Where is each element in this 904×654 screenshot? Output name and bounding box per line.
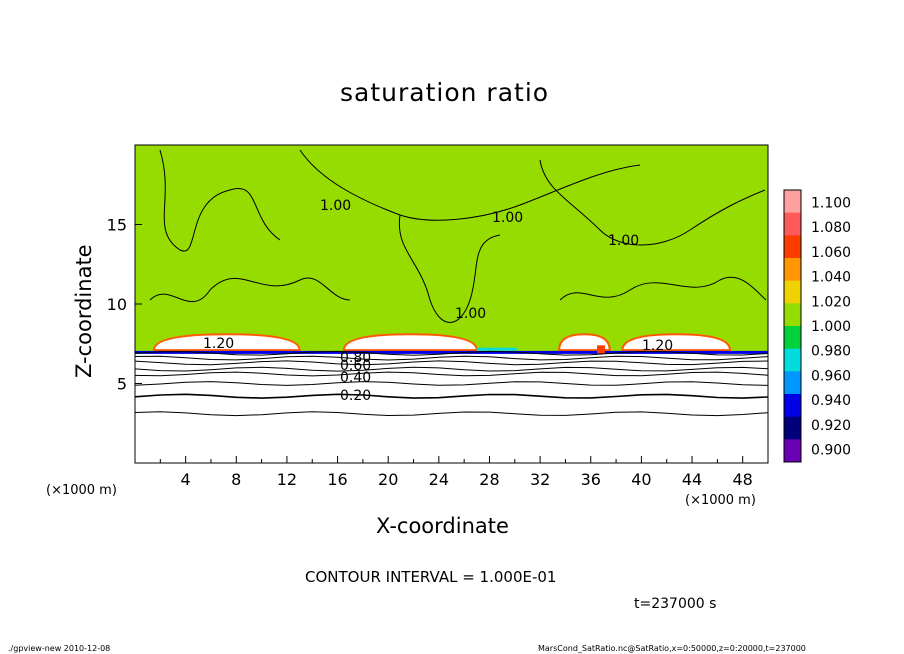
x-tick-label: 36 — [581, 470, 601, 489]
colorbar-label: 1.100 — [811, 195, 851, 211]
contour-line-z3 — [134, 360, 769, 366]
colorbar-swatch — [784, 190, 801, 214]
contour-line-z2 — [134, 355, 769, 361]
colorbar-label: 1.040 — [811, 270, 851, 286]
chart-title: saturation ratio — [340, 78, 550, 107]
y-tick-label: 5 — [117, 375, 127, 394]
contour-label: 1.00 — [320, 198, 351, 214]
wavy-contour-2 — [299, 149, 641, 221]
wavy-contour-6 — [559, 277, 767, 301]
wavy-contour-3 — [398, 214, 501, 323]
z-unit-label: (×1000 m) — [46, 483, 117, 498]
contour-line-z1 — [134, 350, 769, 356]
cloud-region-1 — [152, 333, 301, 352]
contour-label: 1.20 — [203, 336, 234, 352]
colorbar-swatch — [784, 416, 801, 440]
colorbar-swatch — [784, 235, 801, 259]
y-axis-label: Z-coordinate — [72, 244, 96, 378]
colorbar-swatch — [784, 303, 801, 327]
saturation-field — [135, 145, 768, 352]
contour-line-z8 — [134, 411, 769, 417]
colorbar-label: 0.960 — [811, 368, 851, 384]
contour-label: 0.20 — [340, 388, 371, 404]
x-tick-label: 4 — [181, 470, 191, 489]
colorbar-swatch — [784, 394, 801, 418]
contour-label: 1.00 — [455, 306, 486, 322]
colorbar-swatch — [784, 371, 801, 395]
footer-right: MarsCond_SatRatio.nc@SatRatio,x=0:50000,… — [538, 644, 806, 653]
x-tick-label: 24 — [429, 470, 449, 489]
colorbar-swatch — [784, 326, 801, 350]
x-tick-label: 12 — [277, 470, 297, 489]
x-tick-label: 44 — [682, 470, 702, 489]
contour-line-z5 — [134, 371, 769, 377]
wavy-contour-4 — [539, 159, 766, 246]
colorbar-frame — [783, 189, 802, 463]
x-tick-label: 32 — [530, 470, 550, 489]
contour-label: 1.20 — [642, 338, 673, 354]
x-tick-label: 28 — [479, 470, 499, 489]
colorbar-label: 0.900 — [811, 443, 851, 459]
cloud-base-band — [135, 350, 768, 354]
cloud-region-2 — [342, 333, 478, 352]
x-unit-label: (×1000 m) — [685, 493, 756, 508]
contour-label: 0.60 — [340, 358, 371, 374]
colorbar-swatch — [784, 439, 801, 463]
colorbar-swatch — [784, 348, 801, 372]
red-patch — [597, 345, 606, 354]
wavy-contour-1 — [159, 149, 281, 252]
colorbar-swatch — [784, 212, 801, 236]
x-tick-label: 48 — [733, 470, 753, 489]
y-tick-label: 10 — [107, 295, 127, 314]
contour-line-z4 — [134, 366, 769, 372]
cloud-region-4 — [621, 333, 732, 352]
colorbar-label: 0.980 — [811, 344, 851, 360]
footer-left: ./gpview-new 2010-12-08 — [8, 644, 111, 653]
wavy-contour-5 — [149, 277, 351, 303]
contour-line-z7 — [134, 393, 769, 399]
lower-dry-region — [135, 351, 768, 463]
colorbar-swatch — [784, 280, 801, 304]
contour-label: 1.00 — [492, 210, 523, 226]
contour-interval-text: CONTOUR INTERVAL = 1.000E-01 — [305, 568, 557, 586]
contour-label: 0.40 — [340, 370, 371, 386]
x-tick-label: 8 — [231, 470, 241, 489]
x-tick-label: 20 — [378, 470, 398, 489]
x-axis-label: X-coordinate — [376, 514, 509, 538]
time-text: t=237000 s — [634, 596, 717, 612]
cyan-patch — [476, 347, 517, 351]
colorbar-label: 1.020 — [811, 294, 851, 310]
colorbar-label: 1.060 — [811, 245, 851, 261]
contour-line-z6 — [134, 381, 769, 386]
x-tick-label: 40 — [631, 470, 651, 489]
y-tick-label: 15 — [107, 216, 127, 235]
x-tick-label: 16 — [327, 470, 347, 489]
colorbar-label: 0.920 — [811, 418, 851, 434]
colorbar-label: 1.000 — [811, 319, 851, 335]
colorbar-label: 0.940 — [811, 393, 851, 409]
colorbar-label: 1.080 — [811, 220, 851, 236]
colorbar-swatch — [784, 258, 801, 282]
contour-label: 1.00 — [608, 233, 639, 249]
contour-label: 0.80 — [340, 350, 371, 366]
